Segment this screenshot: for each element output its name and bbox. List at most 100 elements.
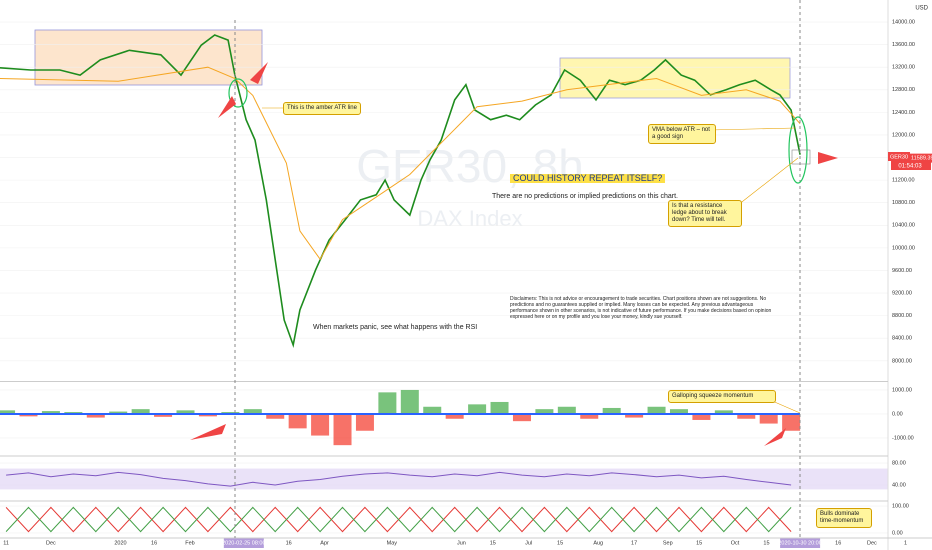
currency: USD — [915, 6, 928, 12]
momentum-bar — [109, 411, 128, 414]
x-tick-label: 15 — [763, 540, 769, 546]
y-tick-label: 12400.00 — [892, 110, 915, 116]
momentum-bar — [266, 413, 285, 419]
momentum-bar — [445, 413, 464, 419]
x-tick-label: Aug — [593, 540, 603, 546]
momentum-bar — [333, 413, 352, 446]
momentum-bar — [512, 413, 531, 422]
y-tick-label: 9600.00 — [892, 268, 912, 274]
x-tick-label: 16 — [286, 540, 292, 546]
series-line — [6, 471, 792, 487]
y-tick-label: 8000.00 — [892, 358, 912, 364]
annotation: Bulls dominate time-momentum — [816, 508, 872, 528]
momentum-bar — [86, 413, 105, 418]
x-tick-label: Apr — [320, 540, 329, 546]
y-tick-label: 80.00 — [892, 460, 906, 466]
momentum-bar — [737, 413, 756, 419]
momentum-bar — [647, 406, 666, 414]
annotation: VMA below ATR – not a good sign — [648, 124, 716, 144]
callout-line — [709, 127, 796, 131]
countdown: 01:54:03 — [898, 164, 922, 170]
y-tick-label: 0.00 — [892, 530, 903, 536]
y-tick-label: 10400.00 — [892, 223, 915, 229]
symbol: GER30 — [890, 154, 908, 160]
x-tick-label: Feb — [185, 540, 194, 546]
momentum-bar — [0, 410, 16, 414]
x-tick-label: 1 — [904, 540, 907, 546]
momentum-bar — [759, 413, 778, 424]
arrows — [190, 62, 838, 446]
symbol-tag — [888, 152, 910, 161]
y-tick-label: 10800.00 — [892, 200, 915, 206]
y-tick-label: 0.00 — [892, 411, 903, 417]
momentum-bar — [154, 413, 173, 417]
momentum-bar — [243, 409, 262, 414]
x-tick-label: Sep — [663, 540, 673, 546]
x-tick-highlight — [780, 538, 821, 548]
box-mark — [791, 149, 811, 165]
y-tick-label: 13200.00 — [892, 65, 915, 71]
momentum-bar — [423, 406, 442, 414]
arrow — [764, 428, 786, 446]
x-tick-label: 2020-02-25 08:00 — [222, 540, 265, 546]
x-tick-label: 15 — [490, 540, 496, 546]
plots: 8000.00 8400.00 8800.00 9200.00 9600.00 10000… — [0, 19, 915, 548]
annotation: When markets panic, see what happens wit… — [313, 324, 478, 331]
momentum-bar — [490, 401, 509, 414]
momentum-bar — [468, 404, 487, 414]
x-tick-label: Dec — [867, 540, 877, 546]
x-tick-label: Dec — [46, 540, 56, 546]
momentum-bar — [198, 413, 217, 417]
annotation: There are no predictions or implied pred… — [492, 193, 678, 200]
arrow — [250, 62, 268, 84]
x-tick-label: May — [387, 540, 398, 546]
x-tick-label: 2020-10-30 20:00 — [778, 540, 821, 546]
x-tick-label: 2020 — [114, 540, 126, 546]
momentum-bar — [311, 413, 330, 436]
y-tick-label: 10000.00 — [892, 245, 915, 251]
series-line — [5, 506, 792, 533]
countdown-tag — [891, 161, 931, 170]
last-price-tag — [910, 153, 932, 163]
y-tick-label: 13600.00 — [892, 42, 915, 48]
momentum-bar — [176, 410, 195, 414]
annotation: Is that a resistance ledge about to brea… — [668, 200, 742, 227]
y-tick-label: 12000.00 — [892, 132, 915, 138]
x-tick-label: 11 — [3, 540, 9, 546]
x-tick-label: 15 — [696, 540, 702, 546]
annotation: Galloping squeeze momentum — [668, 390, 776, 403]
x-tick-label: Oct — [731, 540, 740, 546]
momentum-bar — [714, 410, 733, 414]
momentum-bar — [378, 392, 397, 414]
momentum-bar — [355, 413, 374, 431]
momentum-bar — [669, 409, 688, 414]
momentum-bar — [41, 411, 60, 414]
momentum-bar — [19, 413, 38, 417]
momentum-bar — [557, 406, 576, 414]
momentum-bar — [782, 413, 801, 431]
x-tick-label: Jul — [525, 540, 532, 546]
annotation: This is the amber ATR line — [283, 102, 361, 115]
arrow — [818, 152, 838, 164]
y-tick-label: 11200.00 — [892, 178, 915, 184]
y-tick-label: 12800.00 — [892, 87, 915, 93]
watermark: GER30, 8h — [356, 140, 584, 192]
disclaimer: Disclaimers: This is not advice or encou… — [510, 296, 772, 320]
circle-mark — [228, 78, 248, 108]
headline: COULD HISTORY REPEAT ITSELF? — [510, 174, 666, 183]
momentum-bar — [288, 413, 307, 429]
y-tick-label: 40.00 — [892, 482, 906, 488]
y-tick-label: 14000.00 — [892, 19, 915, 25]
last-price: 11589.39 — [911, 156, 932, 162]
momentum-bar — [400, 389, 419, 414]
arrow — [218, 96, 236, 118]
momentum-bar — [580, 413, 599, 419]
highlight-box — [559, 57, 791, 99]
x-tick-label: Jun — [457, 540, 466, 546]
watermark-sub: DAX Index — [417, 206, 522, 231]
x-tick-highlight — [223, 538, 264, 548]
momentum-bar — [692, 413, 711, 420]
y-tick-label: 8800.00 — [892, 313, 912, 319]
y-tick-label: 9200.00 — [892, 290, 912, 296]
